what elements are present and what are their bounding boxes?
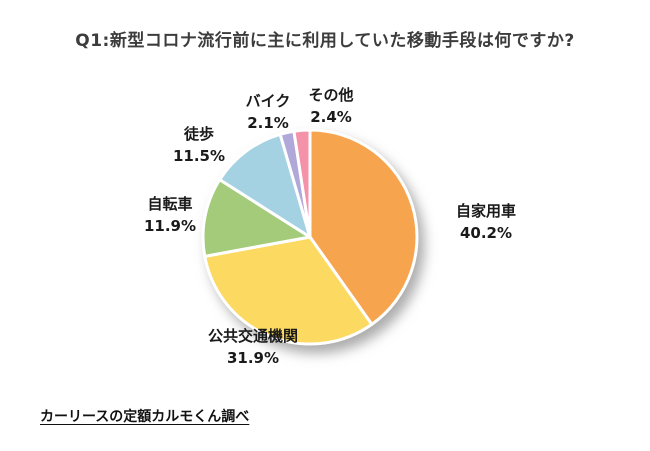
slice-label-motorcycle: バイク 2.1% bbox=[218, 91, 318, 135]
slice-name: バイク bbox=[245, 92, 291, 110]
slice-label-public-transit: 公共交通機関 31.9% bbox=[178, 326, 328, 370]
pie-slices-group bbox=[201, 128, 419, 346]
slice-label-other: その他 2.4% bbox=[281, 85, 381, 129]
slice-percent: 31.9% bbox=[226, 348, 280, 367]
pie-slice-public-transit bbox=[203, 235, 374, 346]
pie-slice-other bbox=[292, 128, 312, 239]
slice-percent: 2.1% bbox=[247, 113, 289, 132]
slice-name: 自転車 bbox=[147, 195, 193, 213]
pie-slice-private-car bbox=[308, 128, 419, 326]
slice-label-private-car: 自家用車 40.2% bbox=[436, 201, 536, 245]
slice-label-walking: 徒歩 11.5% bbox=[149, 124, 249, 168]
pie-slice-bicycle bbox=[201, 178, 312, 258]
slice-percent: 40.2% bbox=[459, 223, 513, 242]
slice-label-bicycle: 自転車 11.9% bbox=[120, 194, 220, 238]
slice-name: 徒歩 bbox=[183, 125, 214, 143]
slice-percent: 2.4% bbox=[310, 107, 352, 126]
source-credit: カーリースの定額カルモくん調べ bbox=[40, 409, 250, 425]
slice-name: 公共交通機関 bbox=[207, 327, 298, 345]
slice-percent: 11.9% bbox=[143, 216, 197, 235]
slice-name: 自家用車 bbox=[455, 202, 516, 220]
chart-title: Q1:新型コロナ流行前に主に利用していた移動手段は何ですか? bbox=[75, 31, 575, 51]
slice-percent: 11.5% bbox=[172, 146, 226, 165]
slice-name: その他 bbox=[308, 86, 354, 104]
